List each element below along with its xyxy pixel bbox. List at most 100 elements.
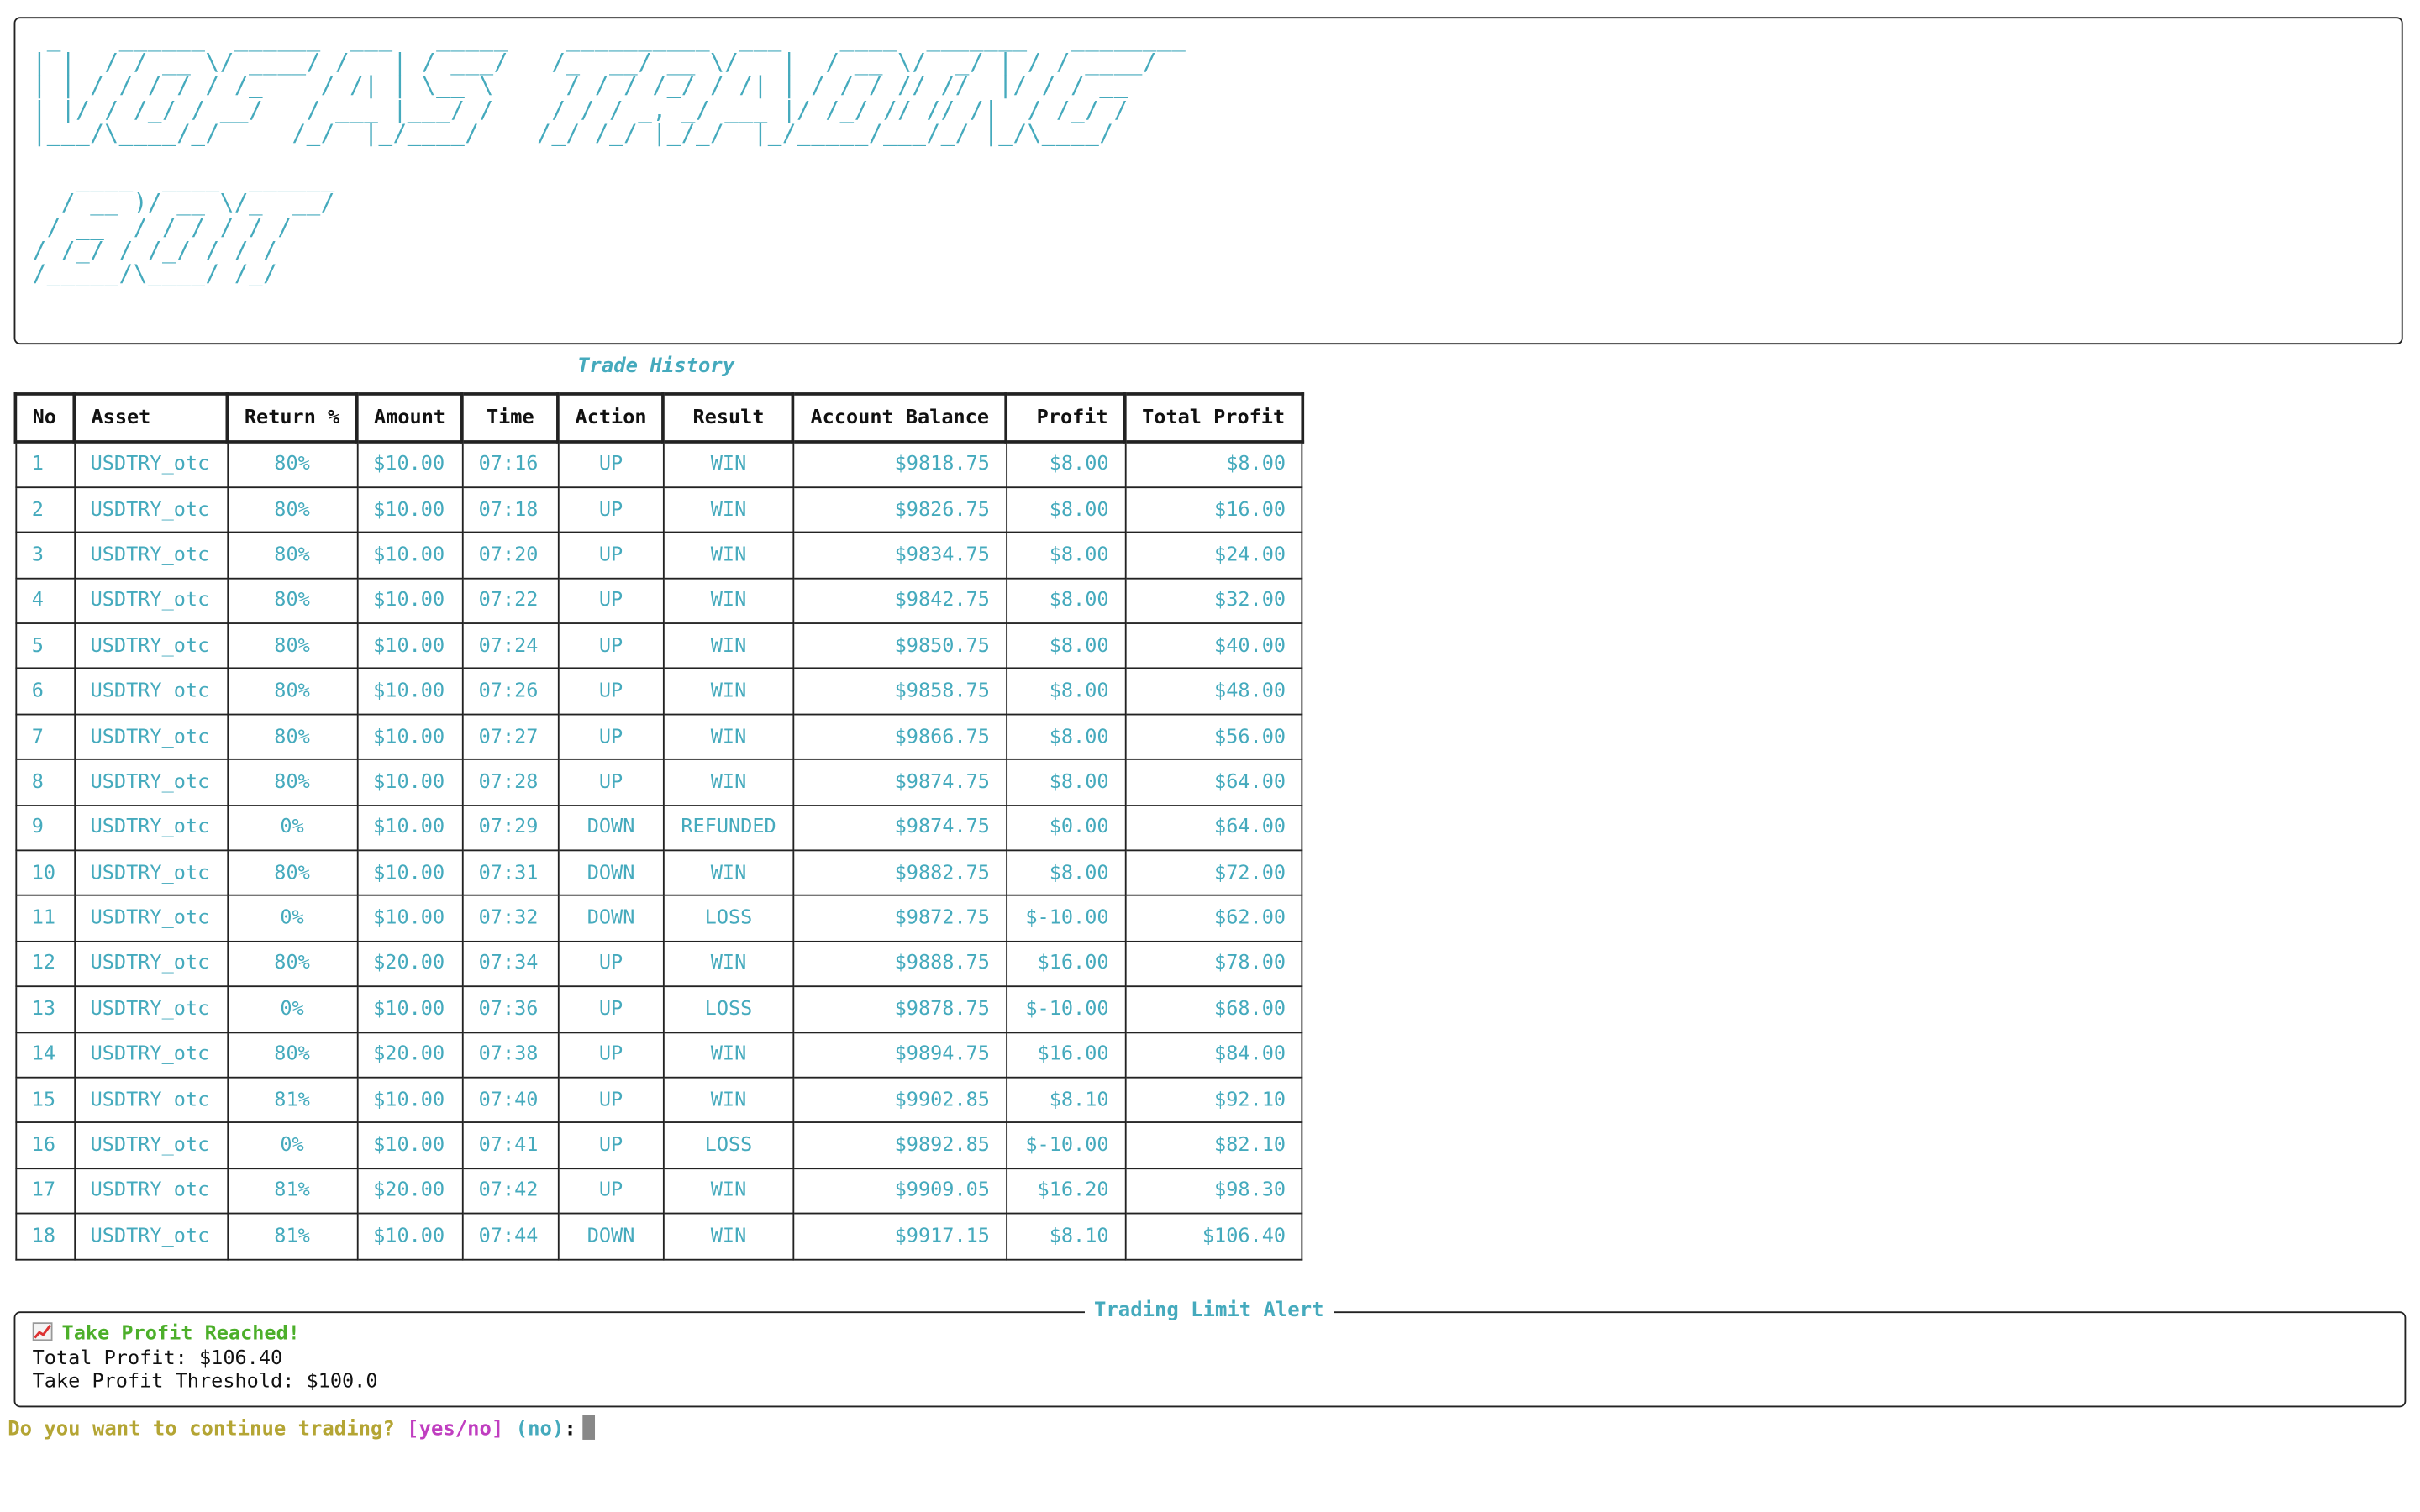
result-cell: WIN [662, 532, 795, 580]
row-number: 1 [14, 441, 76, 488]
account-balance-cell: $9902.85 [792, 1076, 1007, 1124]
row-number: 11 [14, 895, 76, 942]
account-balance-cell: $9882.75 [792, 849, 1007, 897]
profit-cell: $8.10 [1005, 1076, 1126, 1124]
asset-cell: USDTRY_otc [73, 441, 229, 488]
ascii-banner-art: _ ______ ______ ___ _____ __________ ___… [32, 24, 1186, 288]
return-cell: 80% [226, 486, 358, 533]
profit-cell: $8.00 [1005, 441, 1126, 488]
column-header-amount: Amount [355, 392, 465, 444]
amount-cell: $10.00 [355, 441, 464, 488]
time-cell: 07:16 [461, 441, 560, 488]
result-cell: WIN [662, 441, 795, 488]
row-number: 6 [14, 668, 76, 716]
total-profit-cell: $78.00 [1123, 940, 1303, 988]
action-cell: UP [557, 486, 665, 533]
action-cell: UP [557, 985, 665, 1033]
table-row: 15 USDTRY_otc 81% $10.00 07:40 UP WIN $9902.85 $… [14, 1076, 1303, 1124]
profit-cell: $-10.00 [1005, 1121, 1126, 1169]
continue-trading-prompt: Do you want to continue trading? [yes/no… [8, 1415, 595, 1441]
action-cell: DOWN [557, 849, 665, 897]
amount-cell: $10.00 [355, 985, 464, 1033]
profit-cell: $8.00 [1005, 668, 1126, 716]
return-cell: 80% [226, 713, 358, 761]
total-profit-cell: $8.00 [1123, 441, 1303, 488]
amount-cell: $10.00 [355, 713, 464, 761]
action-cell: DOWN [557, 804, 665, 852]
time-cell: 07:22 [461, 577, 560, 625]
return-cell: 81% [226, 1167, 358, 1215]
profit-cell: $8.10 [1005, 1212, 1126, 1260]
account-balance-cell: $9878.75 [792, 985, 1007, 1033]
table-row: 12 USDTRY_otc 80% $20.00 07:34 UP WIN $9888.75 $… [14, 940, 1303, 988]
result-cell: LOSS [662, 1121, 795, 1169]
profit-cell: $-10.00 [1005, 985, 1126, 1033]
amount-cell: $10.00 [355, 1212, 464, 1260]
profit-cell: $16.20 [1005, 1167, 1126, 1215]
time-cell: 07:42 [461, 1167, 560, 1215]
time-cell: 07:24 [461, 622, 560, 670]
total-profit-cell: $48.00 [1123, 668, 1303, 716]
asset-cell: USDTRY_otc [73, 895, 229, 942]
return-cell: 80% [226, 940, 358, 988]
column-header-asset: Asset [72, 392, 229, 444]
account-balance-cell: $9894.75 [792, 1031, 1007, 1079]
table-row: 7 USDTRY_otc 80% $10.00 07:27 UP WIN $9866.75 $8… [14, 713, 1303, 761]
account-balance-cell: $9818.75 [792, 441, 1007, 488]
account-balance-cell: $9842.75 [792, 577, 1007, 625]
account-balance-cell: $9872.75 [792, 895, 1007, 942]
return-cell: 80% [226, 849, 358, 897]
return-cell: 0% [226, 895, 358, 942]
total-profit-cell: $64.00 [1123, 759, 1303, 806]
prompt-options: [yes/no] [407, 1418, 504, 1441]
total-profit-cell: $68.00 [1123, 985, 1303, 1033]
result-cell: LOSS [662, 895, 795, 942]
result-cell: WIN [662, 486, 795, 533]
table-row: 5 USDTRY_otc 80% $10.00 07:24 UP WIN $9850.75 $8… [14, 622, 1303, 670]
account-balance-cell: $9834.75 [792, 532, 1007, 580]
action-cell: DOWN [557, 1212, 665, 1260]
result-cell: WIN [662, 577, 795, 625]
amount-cell: $10.00 [355, 1121, 464, 1169]
trade-rows: 1 USDTRY_otc 80% $10.00 07:16 UP WIN $9818.75 $8… [14, 441, 1303, 1260]
total-profit-cell: $40.00 [1123, 622, 1303, 670]
table-row: 3 USDTRY_otc 80% $10.00 07:20 UP WIN $9834.75 $8… [14, 532, 1303, 580]
row-number: 17 [14, 1167, 76, 1215]
account-balance-cell: $9826.75 [792, 486, 1007, 533]
row-number: 18 [14, 1212, 76, 1260]
row-number: 12 [14, 940, 76, 988]
amount-cell: $10.00 [355, 622, 464, 670]
result-cell: LOSS [662, 985, 795, 1033]
account-balance-cell: $9850.75 [792, 622, 1007, 670]
account-balance-cell: $9858.75 [792, 668, 1007, 716]
terminal-cursor[interactable] [582, 1415, 595, 1440]
account-balance-cell: $9874.75 [792, 804, 1007, 852]
time-cell: 07:36 [461, 985, 560, 1033]
time-cell: 07:20 [461, 532, 560, 580]
account-balance-cell: $9892.85 [792, 1121, 1007, 1169]
prompt-question: Do you want to continue trading? [8, 1418, 395, 1441]
result-cell: WIN [662, 1031, 795, 1079]
column-header-no: No [13, 392, 76, 444]
return-cell: 0% [226, 804, 358, 852]
trade-history-table: No Asset Return % Amount Time Action Res… [13, 392, 1304, 1260]
action-cell: UP [557, 532, 665, 580]
account-balance-cell: $9909.05 [792, 1167, 1007, 1215]
asset-cell: USDTRY_otc [73, 486, 229, 533]
profit-cell: $8.00 [1005, 622, 1126, 670]
total-profit-cell: $16.00 [1123, 486, 1303, 533]
return-cell: 80% [226, 532, 358, 580]
amount-cell: $10.00 [355, 1076, 464, 1124]
profit-cell: $8.00 [1005, 713, 1126, 761]
column-header-time: Time [460, 392, 560, 444]
return-cell: 80% [226, 759, 358, 806]
result-cell: WIN [662, 849, 795, 897]
result-cell: WIN [662, 622, 795, 670]
time-cell: 07:34 [461, 940, 560, 988]
total-profit-cell: $62.00 [1123, 895, 1303, 942]
total-profit-cell: $84.00 [1123, 1031, 1303, 1079]
time-cell: 07:40 [461, 1076, 560, 1124]
row-number: 8 [14, 759, 76, 806]
alert-take-profit-threshold: Take Profit Threshold: $100.0 [32, 1370, 378, 1394]
